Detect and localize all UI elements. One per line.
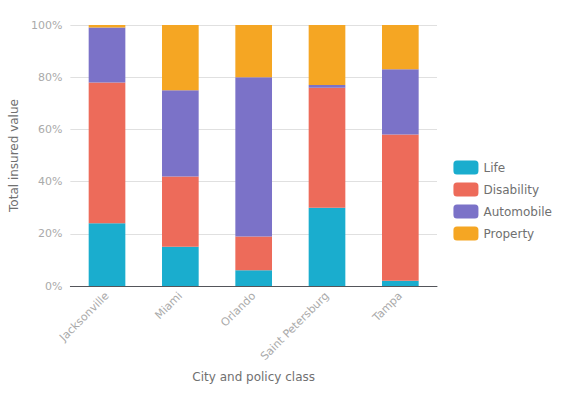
svg-text:60%: 60% (38, 123, 62, 136)
svg-text:Miami: Miami (152, 289, 185, 322)
svg-text:Property: Property (483, 227, 534, 241)
svg-text:Life: Life (483, 161, 505, 175)
svg-text:Automobile: Automobile (483, 205, 552, 219)
svg-text:City and policy class: City and policy class (192, 370, 315, 384)
svg-text:100%: 100% (31, 19, 62, 32)
svg-text:Saint Petersburg: Saint Petersburg (258, 289, 332, 363)
svg-text:20%: 20% (38, 227, 62, 240)
svg-text:40%: 40% (38, 175, 62, 188)
svg-text:0%: 0% (45, 280, 62, 293)
svg-text:Orlando: Orlando (218, 289, 258, 329)
svg-text:Jacksonville: Jacksonville (56, 289, 111, 344)
svg-text:Total insured value: Total insured value (7, 99, 21, 213)
svg-text:80%: 80% (38, 71, 62, 84)
svg-text:Disability: Disability (483, 183, 539, 197)
svg-text:Tampa: Tampa (370, 289, 405, 324)
